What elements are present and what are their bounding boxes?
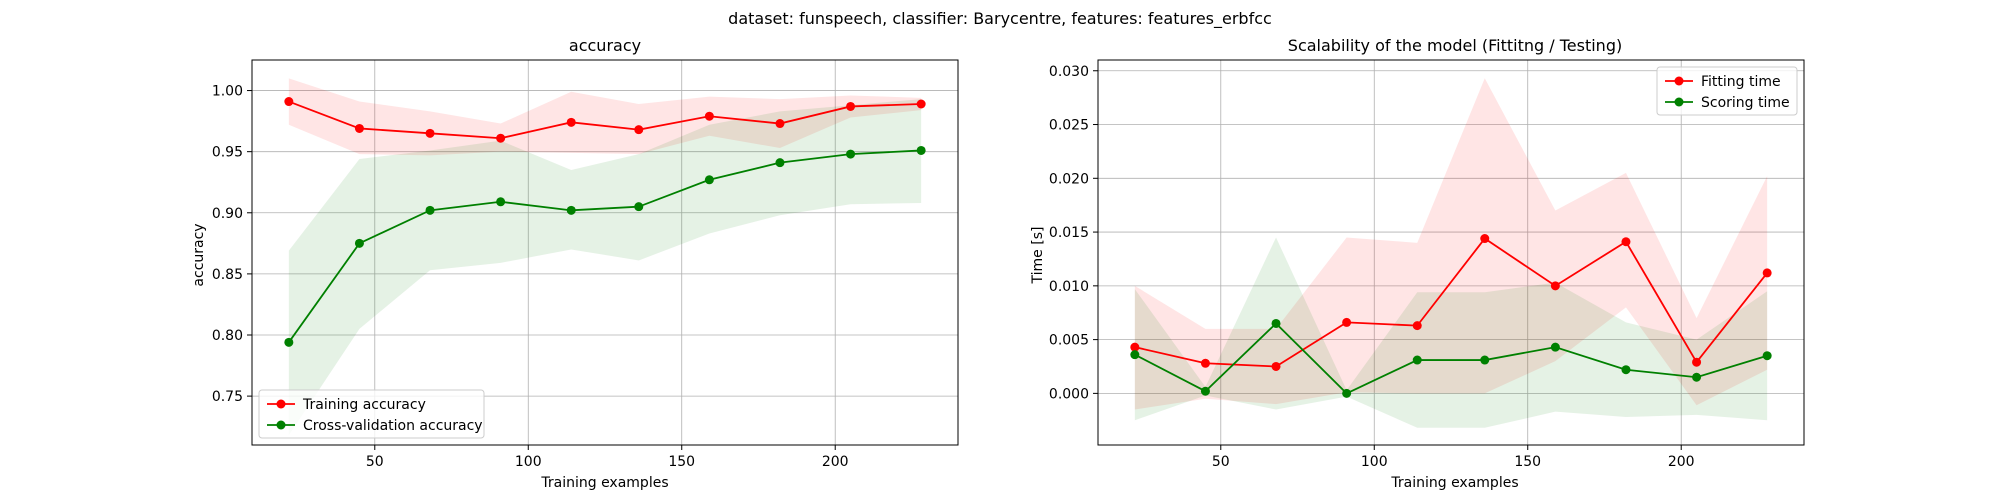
data-point (1130, 342, 1140, 352)
series-line (288, 149, 922, 343)
data-point (775, 119, 785, 129)
data-point (1550, 342, 1560, 352)
y-tick-label: 0.85 (212, 267, 243, 283)
data-point (916, 99, 926, 109)
axes-frame (1097, 59, 1805, 446)
data-point (1130, 350, 1140, 360)
data-point (775, 158, 785, 168)
y-tick-label: 0.80 (212, 328, 243, 344)
data-point (1692, 372, 1702, 382)
chart-title: accuracy (569, 36, 641, 55)
data-point (1621, 365, 1631, 375)
data-point (1342, 317, 1352, 327)
y-tick-label: 0.020 (1049, 171, 1089, 187)
accuracy-chart: accuracy Training examples accuracy 50 10… (191, 36, 959, 491)
scalability-chart: Scalability of the model (Fittitng / Tes… (1030, 36, 1805, 491)
legend-label: Cross-validation accuracy (303, 418, 483, 434)
data-point (1271, 318, 1281, 328)
data-point (1480, 355, 1490, 365)
data-point (916, 145, 926, 155)
y-tick-label: 0.015 (1049, 225, 1089, 241)
data-point (1200, 386, 1210, 396)
series-line (1134, 237, 1768, 368)
data-point (846, 101, 856, 111)
data-point (1621, 237, 1631, 247)
x-tick-label: 50 (366, 454, 384, 470)
legend-marker (276, 399, 286, 409)
x-tick-label: 150 (668, 454, 695, 470)
series-line (288, 100, 922, 140)
data-point (284, 97, 294, 107)
data-point (1762, 351, 1772, 361)
data-point (1550, 281, 1560, 291)
data-point (496, 133, 506, 143)
legend-label: Training accuracy (302, 397, 426, 413)
data-point (1412, 321, 1422, 331)
y-tick-label: 0.010 (1049, 279, 1089, 295)
confidence-band (1134, 237, 1768, 428)
confidence-band (288, 99, 922, 436)
x-tick-label: 50 (1212, 454, 1230, 470)
confidence-band (1134, 78, 1768, 410)
legend-marker (276, 420, 286, 430)
y-axis-label: Time [s] (1030, 227, 1046, 285)
data-point (1762, 268, 1772, 278)
x-axis-label: Training examples (540, 475, 668, 491)
data-point (354, 123, 364, 133)
axes-frame (251, 59, 959, 446)
x-tick-label: 200 (1668, 454, 1695, 470)
legend: Training accuracy Cross-validation accura… (258, 389, 485, 439)
data-point (496, 197, 506, 207)
data-point (1342, 388, 1352, 398)
data-point (1692, 357, 1702, 367)
series-line (1134, 322, 1768, 395)
legend-marker (1674, 97, 1684, 107)
y-tick-label: 0.95 (212, 145, 243, 161)
chart-title: Scalability of the model (Fittitng / Tes… (1288, 36, 1622, 55)
data-point (846, 149, 856, 159)
x-tick-label: 200 (822, 454, 849, 470)
data-point (1200, 358, 1210, 368)
x-tick-label: 100 (515, 454, 542, 470)
x-tick-label: 100 (1361, 454, 1388, 470)
legend: Fitting time Scoring time (1656, 66, 1798, 116)
data-point (1412, 355, 1422, 365)
x-tick-label: 150 (1514, 454, 1541, 470)
x-axis-label: Training examples (1390, 475, 1518, 491)
y-axis-label: accuracy (191, 223, 207, 286)
data-point (566, 205, 576, 215)
legend-label: Fitting time (1701, 74, 1781, 90)
legend-box (258, 389, 485, 439)
y-tick-label: 0.030 (1049, 64, 1089, 80)
data-point (425, 205, 435, 215)
plot-area: 50 100 150 200 0.75 0.80 0.85 0.90 0.95 1.00 Train… (212, 59, 959, 470)
data-point (1480, 234, 1490, 244)
y-tick-label: 0.75 (212, 389, 243, 405)
figure-suptitle: dataset: funspeech, classifier: Barycent… (728, 9, 1272, 29)
data-point (354, 238, 364, 248)
data-point (566, 117, 576, 127)
y-tick-label: 0.025 (1049, 118, 1089, 134)
data-point (634, 125, 644, 135)
y-tick-label: 1.00 (212, 84, 243, 100)
data-point (1271, 361, 1281, 371)
data-point (425, 128, 435, 138)
data-point (284, 337, 294, 347)
legend-label: Scoring time (1701, 95, 1790, 111)
y-tick-label: 0.90 (212, 206, 243, 222)
legend-marker (1674, 76, 1684, 86)
data-point (704, 111, 714, 121)
y-tick-label: 0.005 (1049, 333, 1089, 349)
confidence-band (288, 78, 922, 156)
legend-box (1656, 66, 1798, 116)
data-point (634, 202, 644, 212)
plot-area: 50 100 150 200 0.000 0.005 0.010 0.015 0.020 0.02… (1049, 59, 1805, 470)
data-point (704, 175, 714, 185)
y-tick-label: 0.000 (1049, 386, 1089, 402)
